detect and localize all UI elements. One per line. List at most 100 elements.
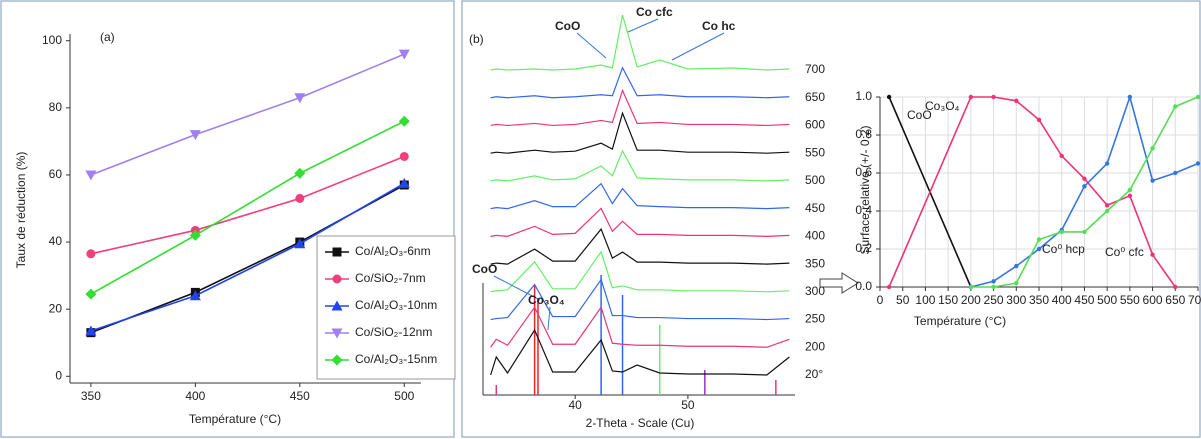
marker (886, 94, 892, 100)
y-axis-label: Surface relative (+/- 0.2) (858, 125, 872, 254)
marker (1195, 161, 1201, 166)
annotation: Co cfc (636, 5, 673, 19)
marker (295, 193, 305, 203)
marker (1127, 193, 1133, 198)
marker (1173, 170, 1178, 176)
series-label: CoO (907, 108, 932, 122)
spectrum (490, 278, 790, 321)
x-tick-label: 400 (1052, 293, 1072, 307)
annotation-arrow (576, 32, 607, 59)
spectrum-label: 250 (805, 312, 825, 326)
annotation-arrow (671, 32, 725, 61)
spectrum (490, 305, 790, 348)
legend-label: Co/SiO₂-12nm (355, 325, 432, 339)
annotation: Co hc (702, 19, 736, 33)
y-axis-label: Taux de réduction (%) (14, 152, 28, 269)
x-tick-label: 550 (1120, 293, 1140, 307)
spectrum (490, 182, 790, 210)
marker (991, 94, 996, 100)
marker (1127, 94, 1133, 100)
y-tick-label: 0.4 (855, 203, 872, 217)
panel-label: (b) (469, 32, 484, 46)
marker (189, 290, 201, 301)
marker (1104, 208, 1110, 214)
y-tick-label: 0 (55, 368, 62, 382)
legend-marker (331, 300, 343, 311)
spectrum (490, 227, 790, 265)
legend-label: Co/SiO₂-7nm (355, 271, 426, 285)
marker (1104, 203, 1110, 208)
marker (1036, 117, 1042, 123)
marker (1082, 176, 1087, 181)
marker (294, 167, 306, 179)
spectrum (490, 14, 790, 71)
legend-label: Co/Al₂O₃-15nm (355, 352, 437, 366)
spectrum-label: 500 (805, 173, 825, 187)
legend-marker (331, 354, 343, 366)
y-tick-label: 0.8 (855, 127, 872, 141)
marker (991, 279, 996, 284)
marker (189, 229, 201, 241)
y-tick-label: 0.2 (855, 241, 872, 255)
marker (1014, 281, 1019, 286)
marker (294, 93, 306, 104)
marker (1127, 187, 1133, 193)
y-tick-label: 80 (49, 100, 63, 114)
y-tick-label: 1.0 (855, 89, 872, 103)
spectrum-label: 300 (805, 284, 825, 298)
spectrum (490, 88, 790, 127)
spectrum-label: 600 (805, 118, 825, 132)
x-tick-label: 500 (1097, 293, 1117, 307)
marker (1195, 94, 1201, 100)
x-tick-label: 40 (569, 398, 583, 412)
series-label: Co⁰ cfc (1105, 245, 1144, 259)
marker (1014, 98, 1019, 104)
x-tick-label: 50 (681, 398, 695, 412)
legend-label: Co/Al₂O₃-10nm (355, 298, 437, 312)
marker (1173, 284, 1178, 290)
marker (1082, 184, 1087, 189)
marker (85, 288, 97, 300)
y-tick-label: 0.6 (855, 165, 872, 179)
x-tick-label: 500 (394, 389, 414, 403)
spectrum (490, 111, 790, 154)
marker (968, 94, 974, 100)
y-tick-label: 100 (42, 33, 62, 47)
x-tick-label: 50 (896, 293, 910, 307)
spectrum (490, 207, 790, 237)
series-label: Co⁰ hcp (1042, 242, 1085, 256)
x-tick-label: 0 (877, 293, 884, 307)
x-tick-label: 200 (961, 293, 981, 307)
x-tick-label: 650 (1165, 293, 1185, 307)
marker (1104, 161, 1110, 166)
x-axis-label: 2-Theta - Scale (Cu) (586, 416, 695, 430)
marker (991, 284, 996, 290)
marker (398, 49, 410, 60)
x-tick-label: 600 (1143, 293, 1163, 307)
spectrum-label: 200 (805, 339, 825, 353)
annotation-arrow (547, 306, 551, 331)
marker (886, 284, 892, 290)
legend-label: Co/Al₂O₃-6nm (355, 244, 431, 258)
marker (1150, 252, 1155, 257)
y-tick-label: 60 (49, 167, 63, 181)
legend-marker (331, 328, 343, 339)
x-tick-label: 150 (938, 293, 958, 307)
spectrum-label: 650 (805, 90, 825, 104)
x-tick-label: 300 (1006, 293, 1026, 307)
series-line (90, 182, 405, 332)
marker (294, 238, 306, 249)
marker (398, 177, 410, 188)
marker (1014, 263, 1019, 269)
x-tick-label: 350 (81, 389, 101, 403)
x-tick-label: 350 (1029, 293, 1049, 307)
annotation-arrow (627, 18, 659, 33)
series-line (90, 53, 405, 176)
legend-marker (332, 274, 342, 284)
arrow (819, 272, 859, 294)
spectrum-label: 450 (805, 201, 825, 215)
x-tick-label: 100 (915, 293, 935, 307)
marker (85, 325, 97, 336)
panel-b-frame (461, 0, 1201, 438)
series-line (90, 120, 405, 295)
